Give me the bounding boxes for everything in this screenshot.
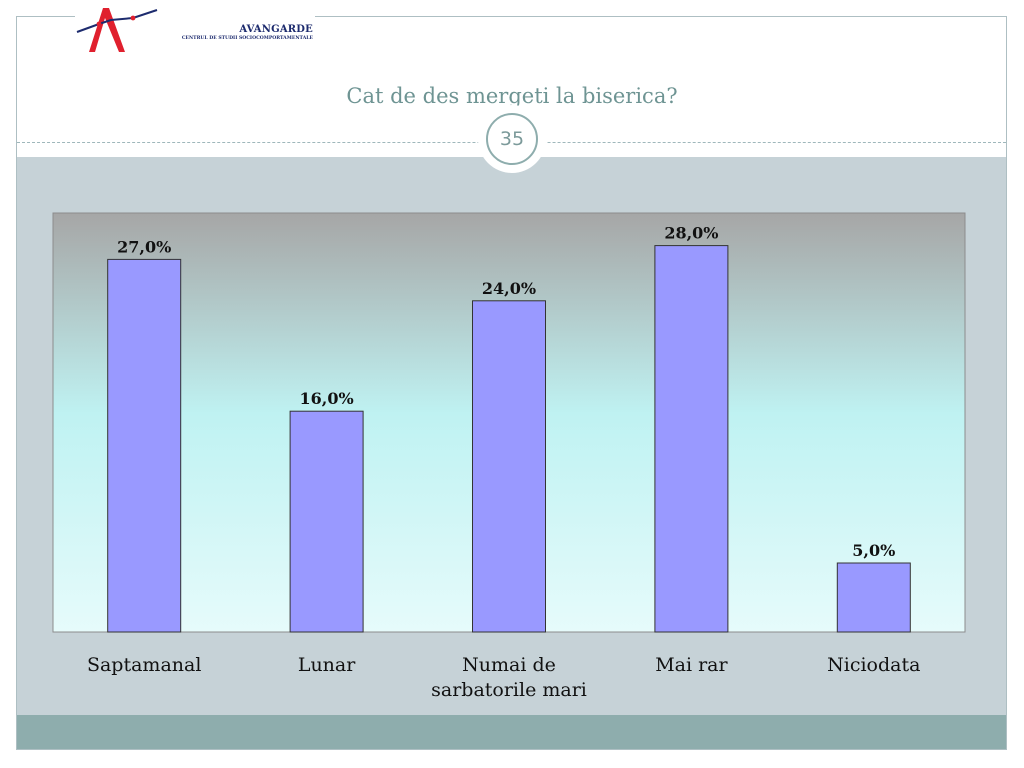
logo-brand: AVANGARDE	[239, 24, 313, 35]
data-label-1: 16,0%	[300, 389, 354, 408]
category-label-1: Lunar	[298, 654, 356, 676]
footer-band	[17, 715, 1006, 749]
bar-4	[836, 562, 911, 633]
bar-3	[654, 245, 729, 633]
page-number-badge: 35	[478, 105, 546, 173]
bar-2	[472, 300, 546, 633]
data-label-3: 28,0%	[664, 224, 718, 243]
bar-0	[107, 258, 182, 633]
avangarde-logo: AVANGARDE CENTRUL DE STUDII SOCIOCOMPORT…	[75, 2, 315, 52]
data-label-0: 27,0%	[117, 237, 171, 256]
data-label-4: 5,0%	[852, 541, 895, 560]
category-label-0: Saptamanal	[87, 654, 201, 676]
category-label-2: Numai de sarbatorile mari	[431, 654, 587, 701]
logo-subtitle: CENTRUL DE STUDII SOCIOCOMPORTAMENTALE	[181, 36, 313, 41]
data-label-2: 24,0%	[482, 279, 536, 298]
bar-1	[289, 410, 364, 633]
category-label-4: Niciodata	[827, 654, 920, 676]
category-label-3: Mai rar	[655, 654, 728, 676]
slide-title: Cat de des mergeti la biserica?	[346, 84, 678, 108]
page-number: 35	[486, 113, 538, 165]
logo-mark-icon	[76, 8, 158, 52]
